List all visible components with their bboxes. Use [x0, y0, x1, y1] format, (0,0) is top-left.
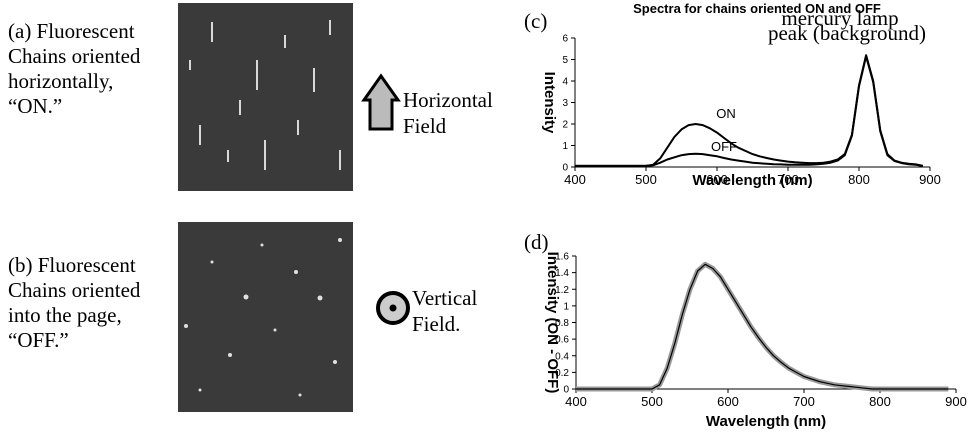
- y-tick-label: 1.4: [555, 268, 569, 279]
- x-tick-label: 400: [565, 394, 587, 409]
- annotation: peak (background): [768, 21, 926, 45]
- series-line: [576, 263, 949, 390]
- y-axis-label: Intensity: [541, 72, 558, 134]
- y-tick-label: 6: [562, 34, 568, 45]
- x-tick-label: 900: [919, 172, 941, 187]
- y-tick-label: 0.6: [555, 335, 569, 346]
- annotation: ON: [716, 106, 736, 121]
- x-axis-label: Wavelength (nm): [706, 413, 826, 430]
- x-tick-label: 700: [793, 394, 815, 409]
- caption-a: (a) Fluorescent Chains oriented horizont…: [8, 19, 141, 118]
- y-axis-label: Intensity (ON - OFF): [544, 252, 561, 394]
- caption-b: (b) Fluorescent Chains oriented into the…: [8, 253, 141, 352]
- field-label: Vertical: [412, 286, 477, 310]
- y-tick-label: 2: [562, 120, 568, 131]
- caption-line: Chains oriented: [8, 278, 141, 302]
- y-tick-label: 4: [562, 77, 568, 88]
- caption-line: “OFF.”: [8, 328, 69, 352]
- caption-line: into the page,: [8, 303, 122, 327]
- x-tick-label: 800: [869, 394, 891, 409]
- field-label: Horizontal: [403, 88, 493, 112]
- annotation: mercury lamp: [781, 6, 898, 30]
- field-label: Field.: [412, 312, 460, 336]
- caption-line: (a) Fluorescent: [8, 19, 135, 43]
- series-band: [576, 261, 949, 392]
- y-tick-label: 0.4: [555, 351, 569, 362]
- annotation: OFF: [711, 139, 737, 154]
- series-line: [575, 55, 924, 167]
- chart-title: Spectra for chains oriented ON and OFF: [633, 1, 881, 16]
- x-tick-label: 500: [641, 394, 663, 409]
- y-tick-label: 0: [562, 163, 568, 174]
- y-tick-label: 0.8: [555, 318, 569, 329]
- x-tick-label: 700: [777, 172, 799, 187]
- x-axis-label: Wavelength (nm): [692, 172, 812, 189]
- x-tick-label: 800: [848, 172, 870, 187]
- arrow-icon: [361, 73, 401, 131]
- x-tick-label: 500: [635, 172, 657, 187]
- micrograph-b: [178, 222, 353, 412]
- y-tick-label: 1.2: [555, 285, 569, 296]
- caption-line: Chains oriented: [8, 44, 141, 68]
- field-label: Field: [403, 114, 447, 138]
- x-tick-label: 900: [945, 394, 967, 409]
- y-tick-label: 0: [563, 385, 569, 396]
- x-tick-label: 600: [717, 394, 739, 409]
- y-tick-label: 5: [562, 55, 568, 66]
- micrograph-a: [178, 3, 353, 191]
- panel-label: (d): [524, 230, 549, 254]
- y-tick-label: 1: [562, 141, 568, 152]
- x-tick-label: 400: [564, 172, 586, 187]
- dot-icon: [376, 291, 410, 325]
- panel-label: (c): [524, 9, 547, 33]
- y-tick-label: 1.6: [555, 252, 569, 263]
- caption-line: horizontally,: [8, 69, 113, 93]
- y-tick-label: 3: [562, 98, 568, 109]
- y-tick-label: 0.2: [555, 368, 569, 379]
- x-tick-label: 600: [706, 172, 728, 187]
- y-tick-label: 1: [563, 301, 569, 312]
- caption-line: (b) Fluorescent: [8, 253, 136, 277]
- caption-line: “ON.”: [8, 94, 62, 118]
